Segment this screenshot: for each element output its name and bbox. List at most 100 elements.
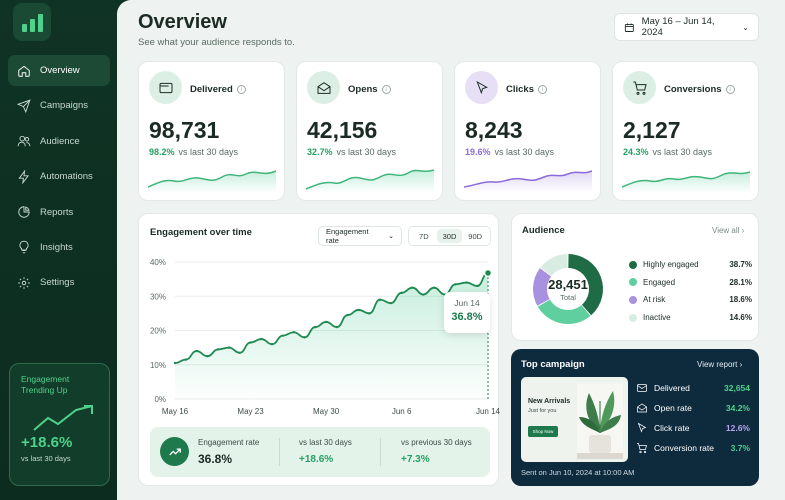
metric-select[interactable]: Engagement rate ⌄ bbox=[318, 226, 402, 246]
donut-slice-3[interactable] bbox=[540, 254, 568, 276]
previous-period-label: vs previous 30 days bbox=[401, 438, 472, 447]
data-point[interactable] bbox=[184, 358, 187, 361]
data-point[interactable] bbox=[281, 334, 285, 337]
metric-delivered: Delivered 32,654 bbox=[636, 378, 750, 398]
data-point[interactable] bbox=[465, 281, 468, 284]
data-point[interactable] bbox=[303, 336, 306, 339]
pie-icon bbox=[18, 206, 30, 218]
metric-select-value: Engagement rate bbox=[326, 227, 369, 245]
data-point[interactable] bbox=[335, 325, 339, 329]
audience-title: Audience bbox=[522, 225, 565, 236]
range-30d[interactable]: 30D bbox=[436, 229, 463, 243]
data-point[interactable] bbox=[400, 291, 403, 295]
info-icon[interactable]: i bbox=[725, 84, 735, 94]
previous-period-value: +7.3% bbox=[401, 454, 430, 465]
sent-timestamp: Sent on Jun 10, 2024 at 10:00 AM bbox=[521, 468, 635, 477]
audience-donut-chart[interactable] bbox=[524, 245, 612, 333]
data-point[interactable] bbox=[249, 341, 252, 344]
kpi-card-conversions[interactable]: Conversions i 2,127 24.3% vs last 30 days bbox=[612, 61, 759, 201]
sidebar-item-campaigns[interactable]: Campaigns bbox=[8, 90, 110, 121]
data-point[interactable] bbox=[173, 361, 177, 365]
data-point[interactable] bbox=[195, 349, 198, 353]
kpi-card-opens[interactable]: Opens i 42,156 32.7% vs last 30 days bbox=[296, 61, 443, 201]
sidebar-item-reports[interactable]: Reports bbox=[8, 197, 110, 228]
sidebar-item-insights[interactable]: Insights bbox=[8, 232, 110, 263]
metric-value: 34.2% bbox=[725, 403, 750, 413]
promo-title: Engagement Trending Up bbox=[21, 374, 70, 395]
view-report-label: View report bbox=[697, 360, 738, 369]
donut-slice-1[interactable] bbox=[537, 299, 591, 324]
data-point[interactable] bbox=[238, 351, 241, 354]
legend-label: Engaged bbox=[643, 277, 676, 287]
kpi-compare: vs last 30 days bbox=[336, 147, 397, 157]
data-point[interactable] bbox=[411, 286, 414, 289]
sidebar-item-label: Overview bbox=[40, 65, 80, 76]
data-point[interactable] bbox=[454, 283, 457, 286]
kpi-card-clicks[interactable]: Clicks i 8,243 19.6% vs last 30 days bbox=[454, 61, 601, 201]
mail-icon bbox=[637, 384, 647, 392]
sidebar-item-settings[interactable]: Settings bbox=[8, 267, 110, 298]
legend-swatch bbox=[629, 313, 637, 322]
sidebar-item-audience[interactable]: Audience bbox=[8, 126, 110, 157]
promo-subtext: vs last 30 days bbox=[21, 454, 71, 463]
view-report-link[interactable]: View report › bbox=[697, 360, 742, 369]
selected-point[interactable] bbox=[483, 268, 493, 278]
engagement-line-chart[interactable]: 0% 10% 20% 30% 40% May 16 May 23 May 30 Jun 6 Jun… bbox=[139, 252, 500, 427]
data-point[interactable] bbox=[432, 286, 436, 289]
kpi-value: 2,127 bbox=[623, 117, 681, 143]
kpi-label: Clicks bbox=[506, 84, 534, 95]
data-point[interactable] bbox=[260, 337, 263, 341]
y-tick-label: 20% bbox=[150, 327, 166, 336]
bar-chart-icon[interactable] bbox=[13, 3, 51, 41]
data-point[interactable] bbox=[357, 308, 360, 312]
y-tick-label: 30% bbox=[150, 292, 166, 301]
range-90d[interactable]: 90D bbox=[468, 231, 483, 241]
data-point[interactable] bbox=[324, 320, 328, 324]
kpi-card-delivered[interactable]: Delivered i 98,731 98.2% vs last 30 days bbox=[138, 61, 285, 201]
metric-label: Click rate bbox=[654, 423, 690, 433]
engagement-promo-card: Engagement Trending Up +18.6% vs last 30… bbox=[9, 363, 110, 486]
rate-label: Engagement rate bbox=[198, 438, 260, 447]
open-envelope-icon bbox=[307, 71, 340, 104]
data-point[interactable] bbox=[292, 331, 295, 334]
sidebar-item-label: Insights bbox=[40, 241, 73, 253]
data-point[interactable] bbox=[227, 346, 231, 349]
legend-label: At risk bbox=[643, 295, 666, 305]
audience-total: 28,451 bbox=[548, 277, 588, 292]
chevron-down-icon: ⌄ bbox=[742, 22, 749, 32]
data-point[interactable] bbox=[378, 298, 382, 301]
x-tick-label: May 23 bbox=[237, 407, 264, 416]
metric-label: Delivered bbox=[654, 383, 690, 393]
data-point[interactable] bbox=[216, 348, 220, 351]
data-point[interactable] bbox=[346, 313, 349, 317]
send-icon bbox=[17, 99, 31, 113]
data-point[interactable] bbox=[476, 284, 479, 288]
data-point[interactable] bbox=[389, 301, 393, 305]
data-point[interactable] bbox=[206, 354, 209, 358]
info-icon[interactable]: i bbox=[538, 84, 547, 94]
chevron-down-icon: ⌄ bbox=[388, 233, 394, 240]
donut-slice-0[interactable] bbox=[568, 254, 603, 316]
top-campaign-card: Top campaign View report › New Arrivals … bbox=[511, 349, 759, 486]
sidebar-item-label: Settings bbox=[40, 277, 75, 289]
data-point[interactable] bbox=[422, 293, 425, 296]
data-point[interactable] bbox=[368, 312, 371, 315]
sidebar-item-automations[interactable]: Automations bbox=[8, 161, 110, 192]
view-all-link[interactable]: View all › bbox=[712, 226, 744, 235]
range-7d[interactable]: 7D bbox=[419, 231, 429, 241]
data-point[interactable] bbox=[314, 325, 317, 329]
sidebar-item-label: Audience bbox=[40, 135, 80, 147]
users-icon bbox=[17, 136, 31, 147]
donut-slice-2[interactable] bbox=[533, 268, 552, 306]
data-point[interactable] bbox=[270, 343, 274, 346]
kpi-compare: vs last 30 days bbox=[652, 147, 713, 157]
kpi-label: Delivered bbox=[190, 84, 233, 95]
page-subtitle: See what your audience responds to. bbox=[138, 37, 295, 48]
info-icon[interactable]: i bbox=[236, 84, 246, 94]
info-icon[interactable]: i bbox=[381, 84, 391, 94]
kpi-delta: 19.6% bbox=[465, 147, 491, 157]
campaign-thumbnail[interactable]: New Arrivals Just for you Shop Now bbox=[521, 377, 628, 462]
sidebar-item-label: Automations bbox=[40, 171, 93, 183]
sidebar-item-overview[interactable]: Overview bbox=[8, 55, 110, 86]
date-range-picker[interactable]: May 16 – Jun 14, 2024 ⌄ bbox=[614, 13, 759, 41]
